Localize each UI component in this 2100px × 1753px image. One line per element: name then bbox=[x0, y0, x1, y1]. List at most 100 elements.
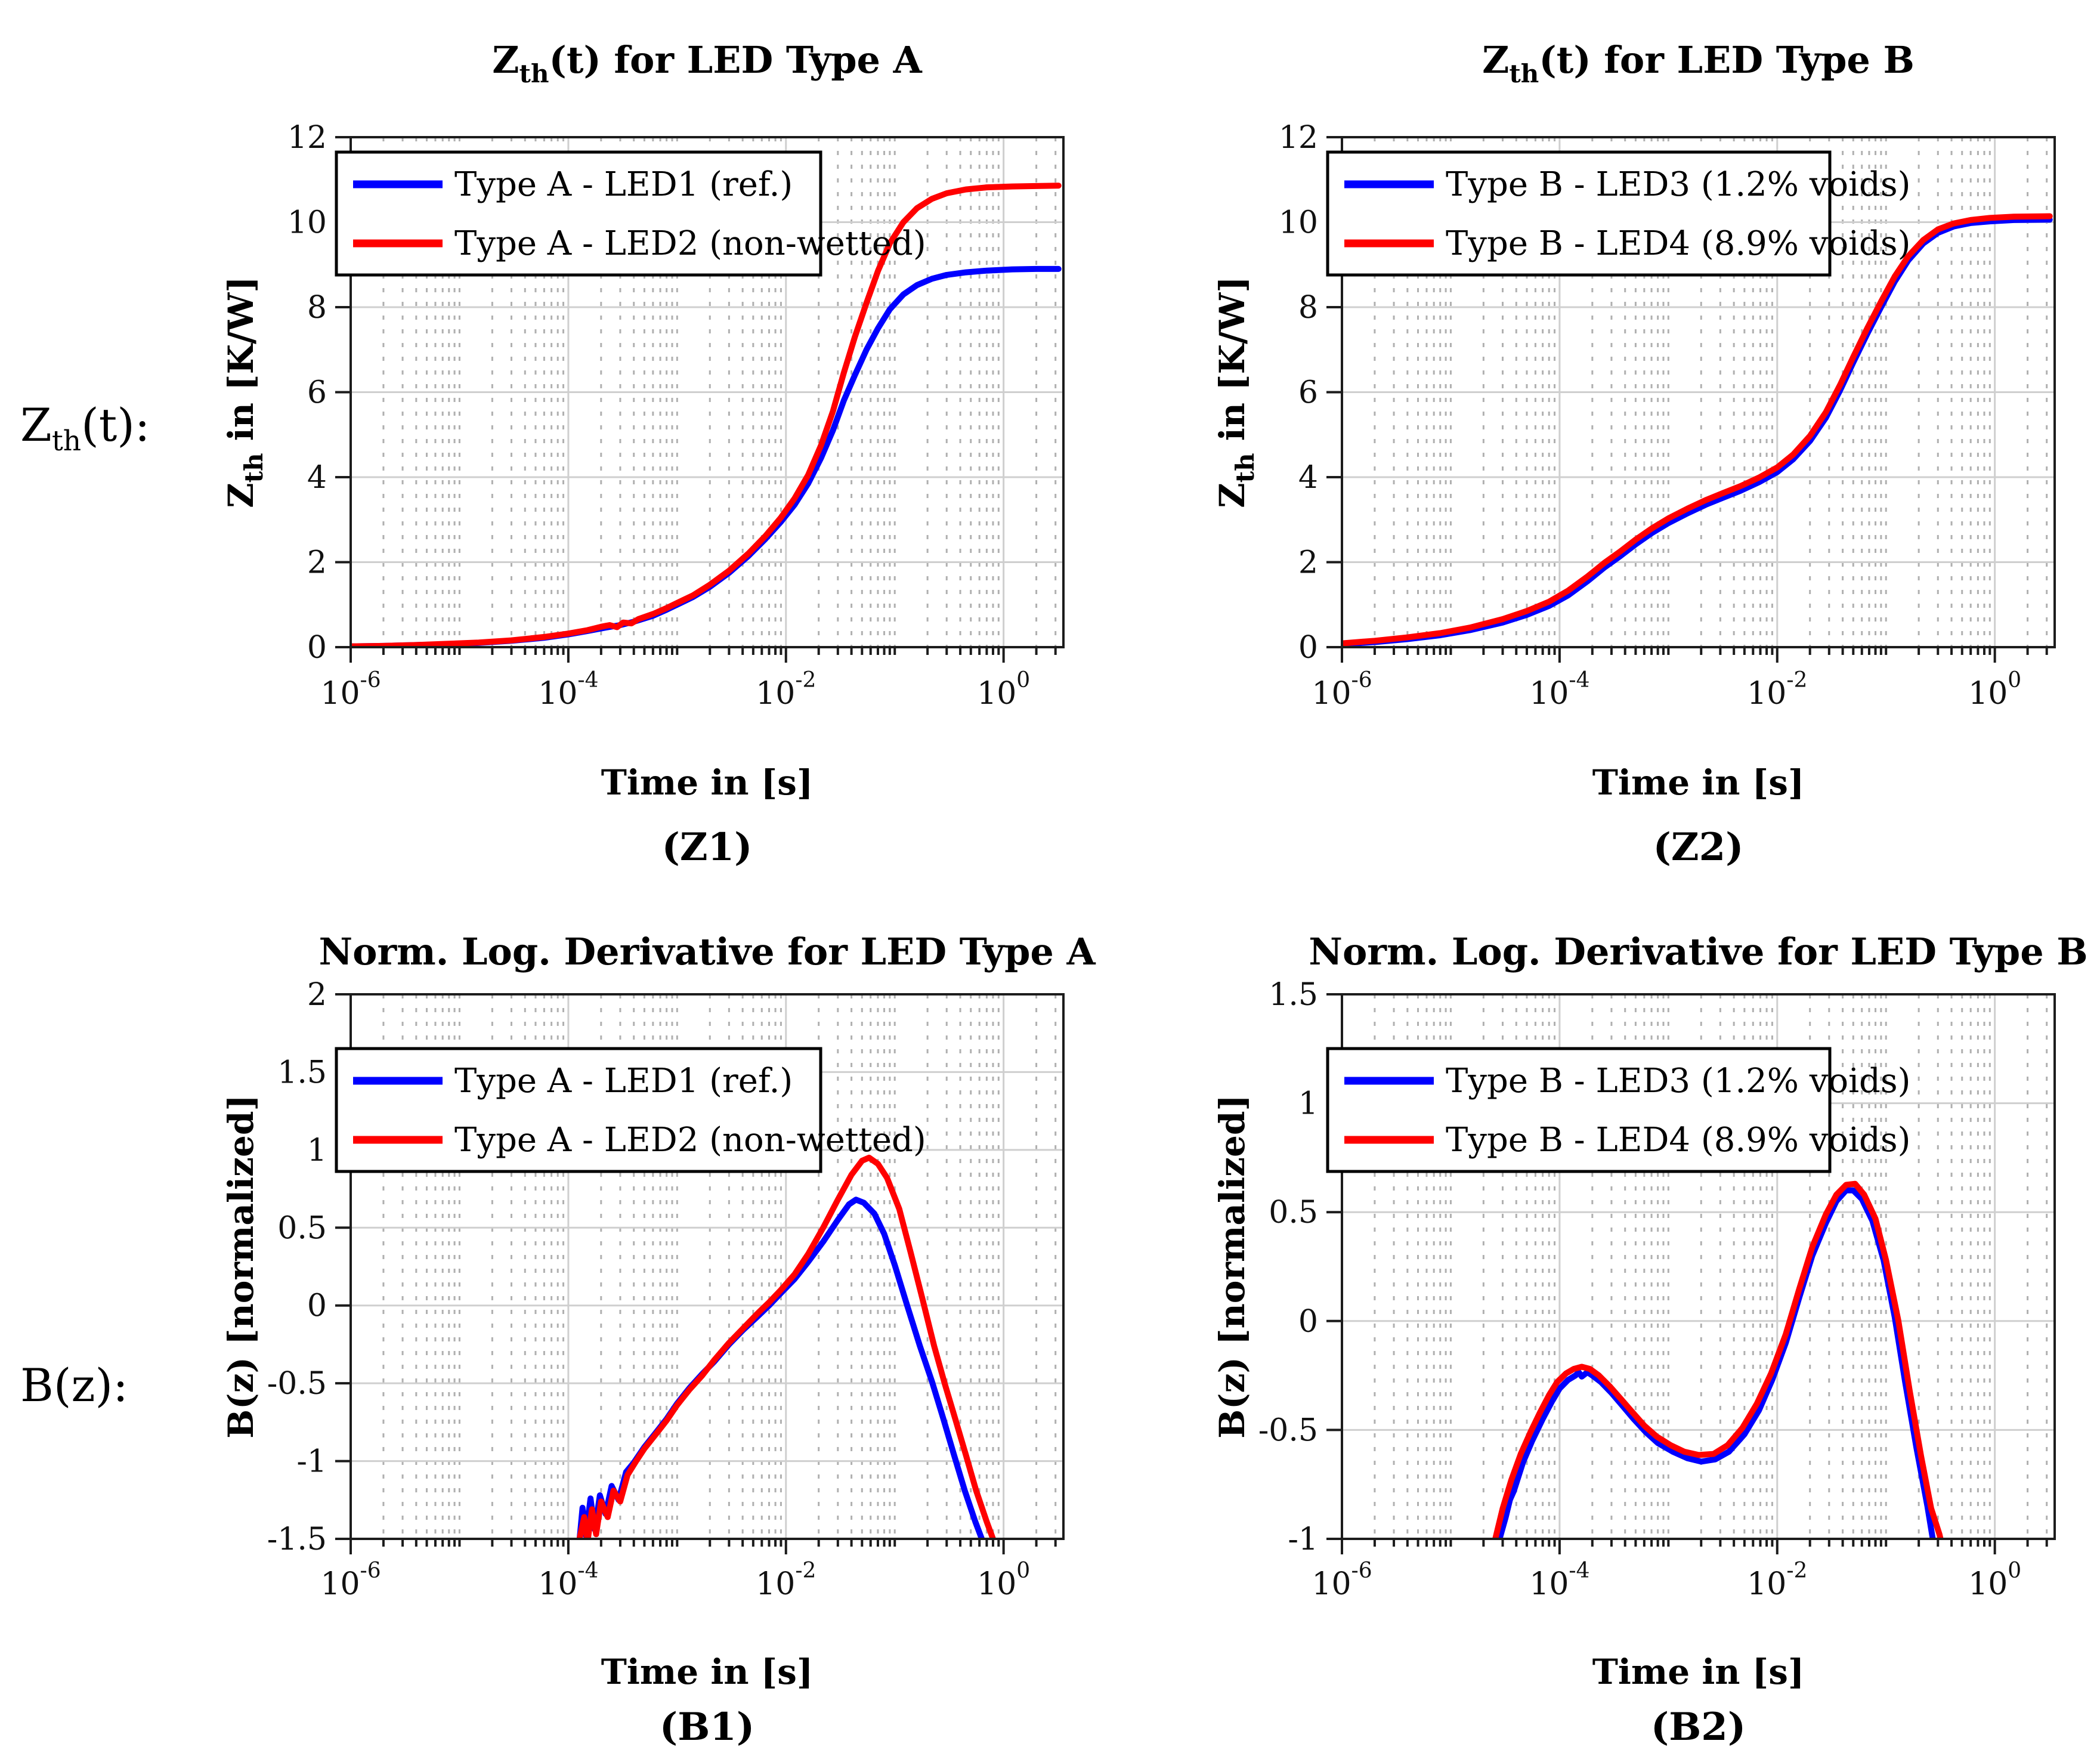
panel-title: Zth(t) for LED Type B bbox=[1482, 38, 1915, 88]
y-axis-label: B(z) [normalized] bbox=[221, 1095, 261, 1439]
x-tick-label: 10-2 bbox=[1747, 1559, 1807, 1602]
x-axis-label: Time in [s] bbox=[1592, 762, 1805, 803]
y-tick-label: 0 bbox=[307, 1288, 327, 1324]
panel-caption: (B1) bbox=[660, 1705, 754, 1749]
x-tick-label: 10-4 bbox=[1529, 1559, 1589, 1602]
x-axis-label: Time in [s] bbox=[601, 762, 814, 803]
y-axis-label: Zth in [K/W] bbox=[221, 276, 268, 508]
axis-ticks bbox=[1326, 136, 2048, 663]
row-label-zth: Zth(t): bbox=[20, 398, 150, 457]
chart-zth-type-b: 10-6 10-4 10-2 100 0 2 4 6 8 10 12 Zth(t) for LED T… bbox=[1212, 38, 2056, 870]
y-tick-label: -0.5 bbox=[267, 1366, 327, 1402]
x-tick-label: 100 bbox=[1968, 668, 2021, 712]
legend-label: Type B - LED3 (1.2% voids) bbox=[1446, 1062, 1910, 1100]
chart-zth-type-a: 10-6 10-4 10-2 100 0 2 4 6 8 10 12 Zth(t) for LED T… bbox=[221, 38, 1065, 870]
x-tick-label: 10-4 bbox=[538, 1559, 598, 1602]
x-tick-label: 10-6 bbox=[320, 1559, 381, 1602]
y-tick-label: 0 bbox=[1298, 1304, 1318, 1340]
x-tick-label: 10-2 bbox=[1747, 668, 1807, 712]
panel-title: Zth(t) for LED Type A bbox=[492, 38, 922, 88]
row-label-zth-pre: Z bbox=[20, 398, 52, 452]
y-tick-label: 12 bbox=[1279, 120, 1318, 156]
y-tick-label: 0.5 bbox=[1269, 1195, 1318, 1230]
y-tick-label: 4 bbox=[1298, 460, 1318, 496]
row-label-zth-post: (t): bbox=[81, 398, 150, 452]
plot-box bbox=[350, 993, 1065, 1540]
legend-box bbox=[1326, 1047, 1832, 1173]
series-line-red bbox=[1342, 213, 2053, 647]
x-tick-label: 100 bbox=[977, 668, 1030, 712]
y-tick-label: 0 bbox=[307, 630, 327, 666]
panel-caption: (Z1) bbox=[662, 825, 753, 870]
chart-derivative-type-a: 10-6 10-4 10-2 100 -1.5 -1 -0.5 0 0.5 1 1.5 2 Norm. … bbox=[221, 930, 1096, 1749]
series-group bbox=[1492, 1180, 1944, 1539]
series-group bbox=[351, 183, 1062, 647]
chart-derivative-type-b: 10-6 10-4 10-2 100 -1 -0.5 0 0.5 1 1.5 Norm. Log. … bbox=[1212, 930, 2088, 1749]
y-tick-label: 1.5 bbox=[1269, 977, 1318, 1013]
y-tick-label: 1.5 bbox=[277, 1055, 327, 1090]
y-tick-label: 2 bbox=[1298, 545, 1318, 581]
series-group bbox=[576, 1154, 997, 1539]
y-tick-label: 6 bbox=[1298, 375, 1318, 411]
x-axis-label: Time in [s] bbox=[601, 1652, 814, 1692]
y-tick-label: 10 bbox=[1279, 205, 1318, 241]
row-label-zth-sub: th bbox=[51, 425, 82, 458]
y-tick-label: 2 bbox=[307, 977, 327, 1013]
y-tick-label: 0 bbox=[1298, 630, 1318, 666]
plot-box bbox=[1341, 993, 2056, 1540]
x-tick-label: 100 bbox=[977, 1559, 1030, 1602]
row-label-bz: B(z): bbox=[20, 1359, 128, 1418]
legend: Type B - LED3 (1.2% voids) Type B - LED4 … bbox=[1326, 1047, 1910, 1173]
y-axis-label: B(z) [normalized] bbox=[1212, 1095, 1252, 1439]
y-tick-label: 1 bbox=[1298, 1086, 1318, 1122]
legend-box bbox=[335, 1047, 822, 1173]
y-tick-label: -1 bbox=[296, 1444, 327, 1480]
panel-caption: (B2) bbox=[1651, 1705, 1746, 1749]
y-tick-label: 10 bbox=[287, 205, 327, 241]
series-line-red bbox=[351, 183, 1062, 647]
panel-title: Norm. Log. Derivative for LED Type A bbox=[318, 930, 1096, 973]
panel-title: Norm. Log. Derivative for LED Type B bbox=[1309, 930, 2087, 973]
y-tick-label: 0.5 bbox=[277, 1210, 327, 1246]
x-tick-label: 10-6 bbox=[1312, 1559, 1372, 1602]
series-line-blue bbox=[1342, 217, 2053, 647]
y-tick-label: 8 bbox=[1298, 290, 1318, 326]
legend-label: Type A - LED2 (non-wetted) bbox=[454, 224, 926, 263]
legend-box bbox=[1326, 150, 1832, 277]
x-tick-label: 10-2 bbox=[756, 668, 816, 712]
legend: Type A - LED1 (ref.) Type A - LED2 (non-w… bbox=[335, 150, 926, 277]
y-tick-label: 2 bbox=[307, 545, 327, 581]
x-tick-label: 10-6 bbox=[320, 668, 381, 712]
series-line-red bbox=[1492, 1180, 1944, 1539]
legend: Type A - LED1 (ref.) Type A - LED2 (non-w… bbox=[335, 1047, 926, 1173]
legend-label: Type A - LED1 (ref.) bbox=[454, 1062, 793, 1100]
series-line-red bbox=[576, 1154, 997, 1539]
x-tick-label: 100 bbox=[1968, 1559, 2021, 1602]
legend-label: Type B - LED4 (8.9% voids) bbox=[1446, 1121, 1910, 1160]
legend-box bbox=[335, 150, 822, 277]
x-tick-label: 10-2 bbox=[756, 1559, 816, 1602]
row-label-bz-pre: B(z): bbox=[20, 1359, 128, 1412]
x-tick-label: 10-6 bbox=[1312, 668, 1372, 712]
series-line-blue bbox=[1496, 1187, 1936, 1539]
legend-label: Type B - LED3 (1.2% voids) bbox=[1446, 165, 1910, 204]
legend-label: Type B - LED4 (8.9% voids) bbox=[1446, 224, 1910, 263]
y-tick-label: -1 bbox=[1288, 1522, 1318, 1557]
series-group bbox=[1342, 213, 2053, 647]
y-tick-label: 6 bbox=[307, 375, 327, 411]
x-tick-label: 10-4 bbox=[1529, 668, 1589, 712]
series-line-blue bbox=[576, 1197, 985, 1539]
y-tick-label: 1 bbox=[307, 1133, 327, 1168]
y-tick-label: 4 bbox=[307, 460, 327, 496]
legend: Type B - LED3 (1.2% voids) Type B - LED4 … bbox=[1326, 150, 1910, 277]
y-tick-label: 12 bbox=[287, 120, 327, 156]
y-tick-label: -0.5 bbox=[1258, 1412, 1318, 1448]
x-axis-label: Time in [s] bbox=[1592, 1652, 1805, 1692]
x-minor-gridlines bbox=[382, 994, 1057, 1539]
y-axis-label: Zth in [K/W] bbox=[1212, 276, 1260, 508]
y-tick-label: 8 bbox=[307, 290, 327, 326]
axis-ticks bbox=[335, 136, 1057, 663]
panel-caption: (Z2) bbox=[1653, 825, 1744, 870]
legend-label: Type A - LED1 (ref.) bbox=[454, 165, 793, 204]
